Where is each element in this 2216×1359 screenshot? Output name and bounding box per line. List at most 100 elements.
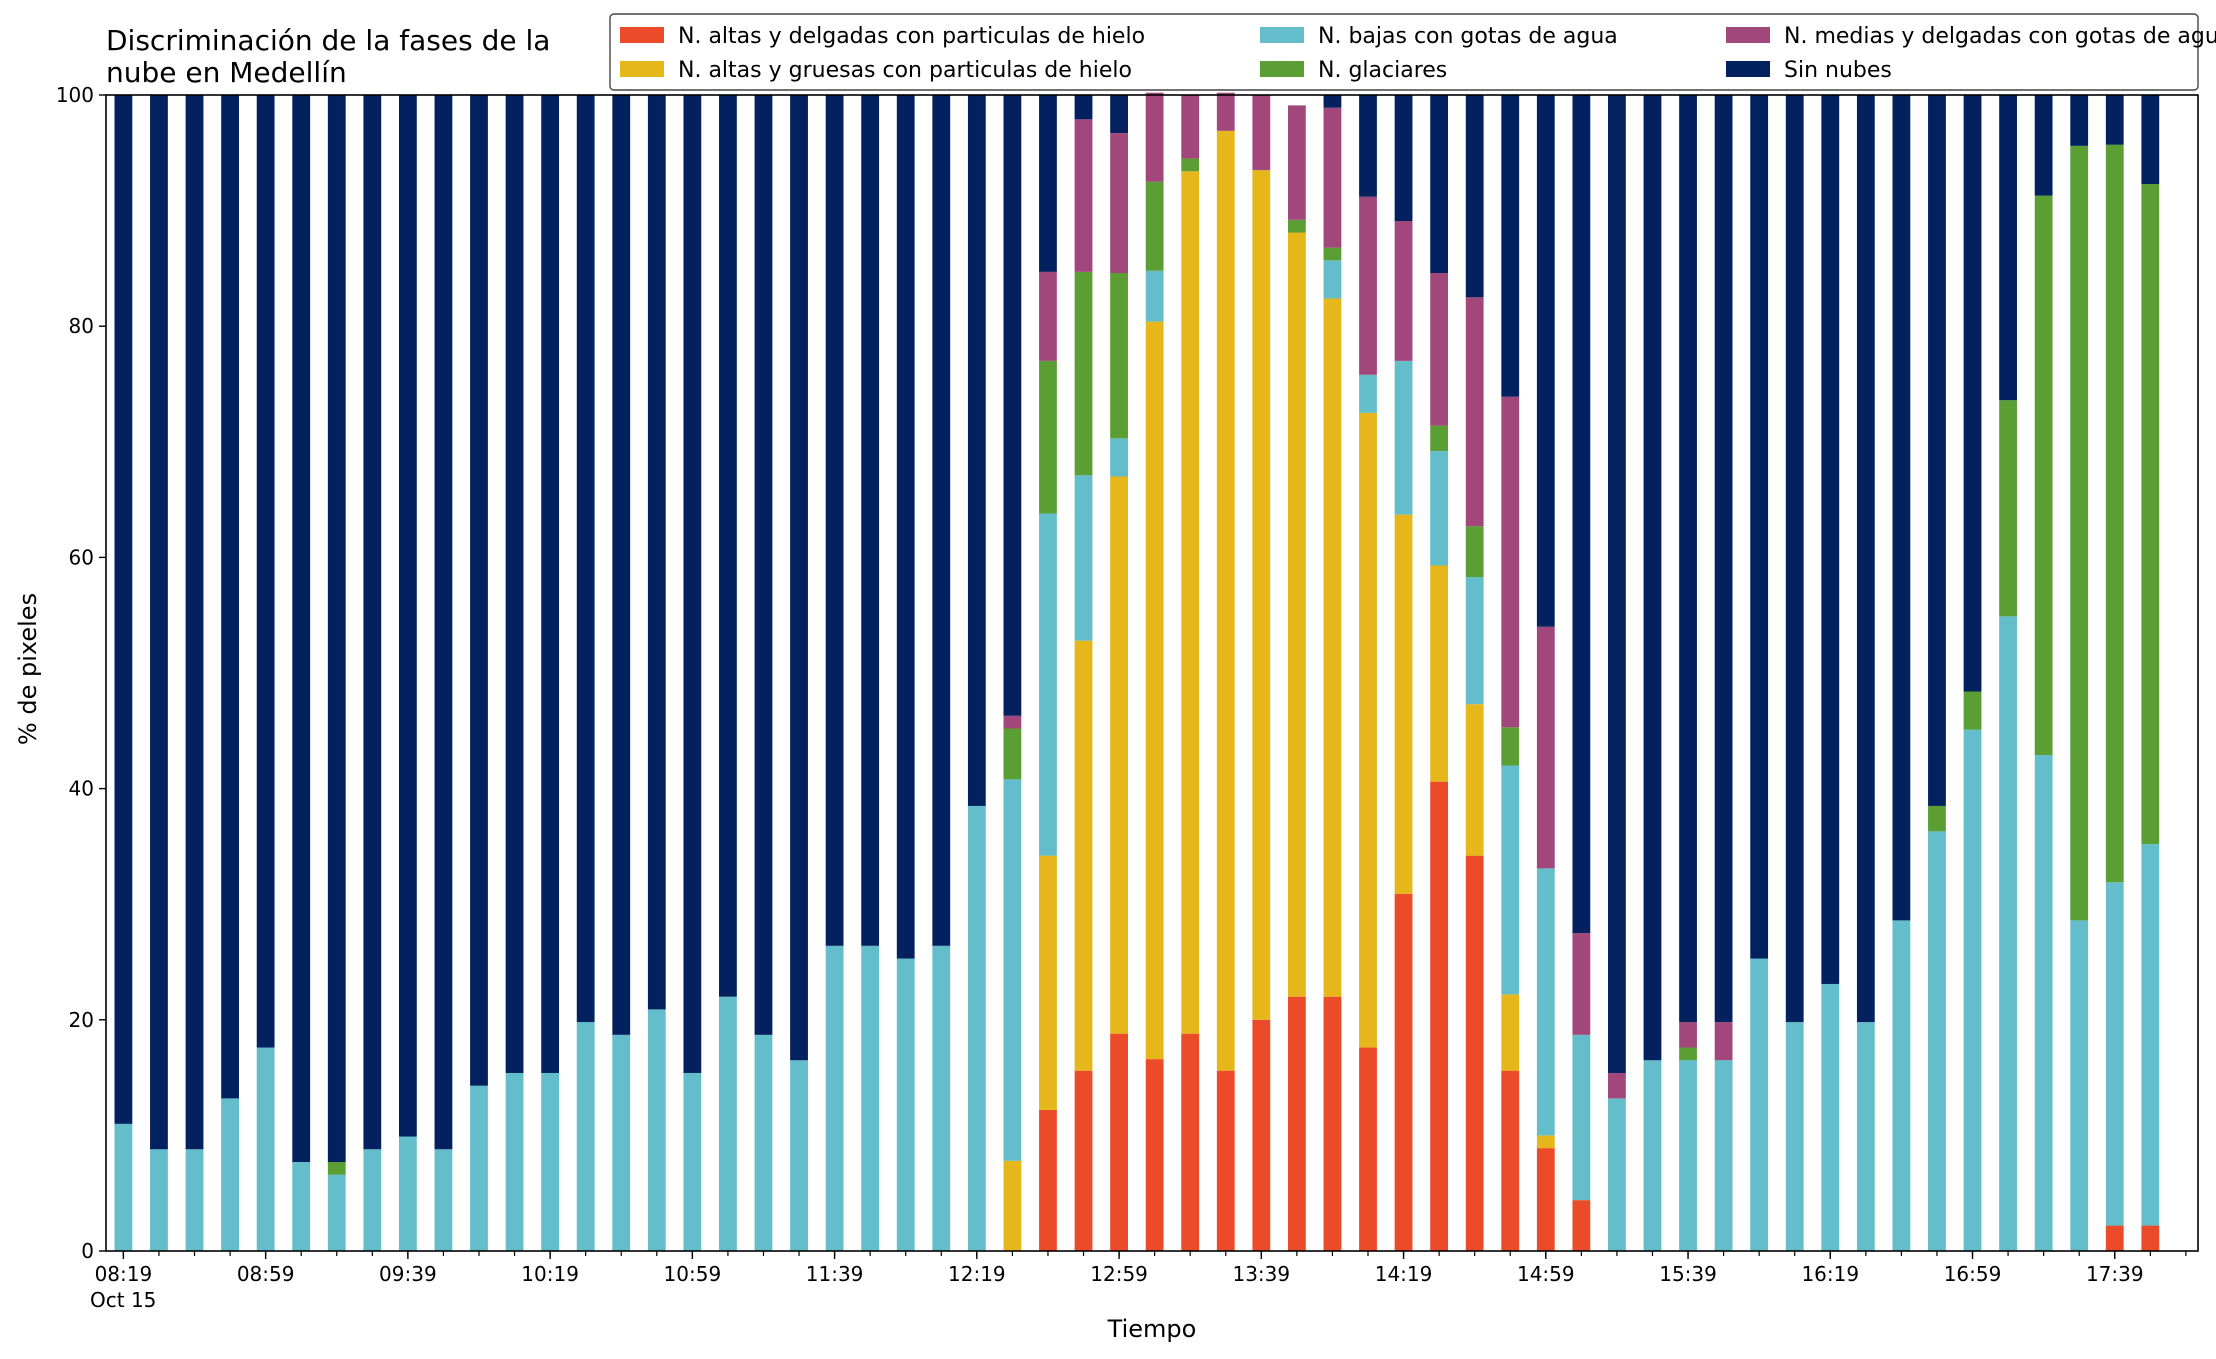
bar-segment-3-29 [1145, 181, 1164, 271]
bar-segment-4-31 [1216, 92, 1235, 131]
y-tick-label-5: 100 [56, 83, 94, 107]
y-tick-label-0: 0 [81, 1239, 94, 1263]
legend-swatch-0 [620, 27, 664, 43]
bar-segment-2-46 [1750, 958, 1769, 1251]
bar-segment-5-17 [719, 95, 737, 997]
bar-segment-0-40 [1536, 1148, 1555, 1251]
bar-segment-5-41 [1572, 95, 1591, 934]
bar-segment-2-52 [1963, 729, 1982, 1251]
bar-segment-3-57 [2141, 184, 2160, 845]
bar-segment-4-27 [1074, 119, 1093, 272]
bar-segment-2-1 [150, 1149, 168, 1251]
bar-segment-5-48 [1821, 95, 1840, 984]
bar-segment-1-36 [1394, 514, 1413, 894]
bar-segment-5-6 [327, 95, 346, 1162]
bar-segment-4-29 [1145, 92, 1164, 182]
bar-segment-2-47 [1785, 1022, 1804, 1251]
x-tick-label-8: 13:39 [1232, 1262, 1290, 1286]
bar-segment-2-5 [292, 1161, 311, 1251]
bar-segment-3-33 [1287, 219, 1306, 233]
x-tick-label-10: 14:59 [1517, 1262, 1575, 1286]
bar-segment-0-32 [1252, 1019, 1271, 1251]
bar-segment-5-24 [967, 95, 986, 806]
bar-segment-2-7 [363, 1149, 382, 1251]
x-tick-label-11: 15:39 [1659, 1262, 1717, 1286]
bar-segment-2-4 [256, 1047, 275, 1251]
bar-segment-5-53 [1999, 95, 2017, 401]
bar-segment-0-37 [1430, 781, 1449, 1251]
chart-title-line-1: Discriminación de la fases de la [106, 24, 550, 57]
bar-segment-3-55 [2070, 145, 2089, 921]
bar-segment-5-44 [1679, 95, 1697, 1023]
bar-segment-2-37 [1430, 451, 1449, 566]
bar-segment-5-13 [576, 95, 595, 1023]
bar-segment-3-38 [1465, 526, 1484, 578]
legend-swatch-4 [1726, 27, 1770, 43]
bar-segment-4-34 [1323, 107, 1342, 248]
bar-segment-4-41 [1572, 933, 1591, 1035]
bar-segment-5-4 [256, 95, 275, 1048]
bar-segment-5-10 [470, 95, 488, 1086]
bar-segment-5-49 [1856, 95, 1875, 1023]
bar-segment-3-52 [1963, 691, 1982, 730]
bar-segment-5-7 [363, 95, 382, 1150]
bar-segment-2-48 [1821, 983, 1840, 1251]
y-tick-label-2: 40 [69, 777, 94, 801]
bar-segment-2-42 [1608, 1098, 1626, 1251]
bar-segment-5-52 [1963, 95, 1982, 692]
bar-segment-5-8 [398, 95, 417, 1137]
bar-segment-1-35 [1359, 412, 1377, 1048]
bar-segment-4-32 [1252, 95, 1271, 171]
bar-segment-5-2 [185, 95, 204, 1150]
bar-segment-5-22 [896, 95, 915, 959]
bar-segment-2-15 [647, 1009, 666, 1251]
bar-segment-2-23 [932, 945, 951, 1251]
chart-title-line-2: nube en Medellín [106, 56, 347, 89]
bar-segment-1-31 [1216, 130, 1235, 1071]
bar-segment-2-20 [825, 945, 844, 1251]
bar-segment-3-54 [2034, 195, 2053, 756]
bar-segment-3-25 [1003, 728, 1022, 780]
bar-segment-2-44 [1679, 1060, 1697, 1251]
bar-segment-5-9 [434, 95, 453, 1150]
bar-segment-2-26 [1039, 513, 1057, 856]
bar-segment-0-35 [1359, 1047, 1377, 1251]
bar-segment-2-45 [1714, 1060, 1733, 1251]
bar-segment-2-35 [1359, 374, 1377, 413]
bar-segment-2-0 [114, 1123, 133, 1251]
bar-segment-5-21 [861, 95, 880, 946]
bar-segment-5-35 [1359, 95, 1377, 197]
x-axis-label: Tiempo [1107, 1315, 1197, 1343]
bar-segment-5-20 [825, 95, 844, 946]
plot-frame [105, 94, 2199, 1252]
bar-segment-2-51 [1928, 831, 1946, 1251]
bar-segment-1-40 [1536, 1135, 1555, 1149]
bar-segment-0-36 [1394, 893, 1413, 1251]
bar-segment-5-40 [1536, 95, 1555, 627]
bar-segment-3-30 [1181, 158, 1200, 172]
bar-segment-5-3 [221, 95, 239, 1099]
legend-label-5: Sin nubes [1784, 58, 1892, 83]
bar-segment-2-12 [541, 1072, 560, 1251]
bar-segment-2-49 [1856, 1022, 1875, 1251]
bar-segment-4-28 [1110, 133, 1128, 274]
legend-swatch-2 [1260, 27, 1304, 43]
bar-segment-5-55 [2070, 95, 2089, 146]
x-tick-label-7: 12:59 [1090, 1262, 1148, 1286]
legend-label-3: N. glaciares [1318, 58, 1447, 83]
y-tick-label-3: 60 [69, 545, 94, 569]
x-date-label: Oct 15 [90, 1288, 156, 1312]
bar-segment-5-54 [2034, 95, 2053, 196]
bar-segment-5-11 [505, 95, 524, 1073]
bars-layer [114, 92, 2160, 1251]
bar-segment-2-57 [2141, 844, 2160, 1226]
bar-segment-5-36 [1394, 95, 1413, 221]
bar-segment-2-22 [896, 958, 915, 1251]
bar-segment-2-36 [1394, 360, 1413, 515]
bar-segment-4-39 [1501, 396, 1520, 728]
x-tick-label-5: 11:39 [806, 1262, 864, 1286]
bar-segment-0-26 [1039, 1109, 1057, 1251]
bar-segment-4-35 [1359, 196, 1377, 375]
bar-segment-5-28 [1110, 95, 1128, 134]
bar-segment-4-26 [1039, 271, 1057, 361]
